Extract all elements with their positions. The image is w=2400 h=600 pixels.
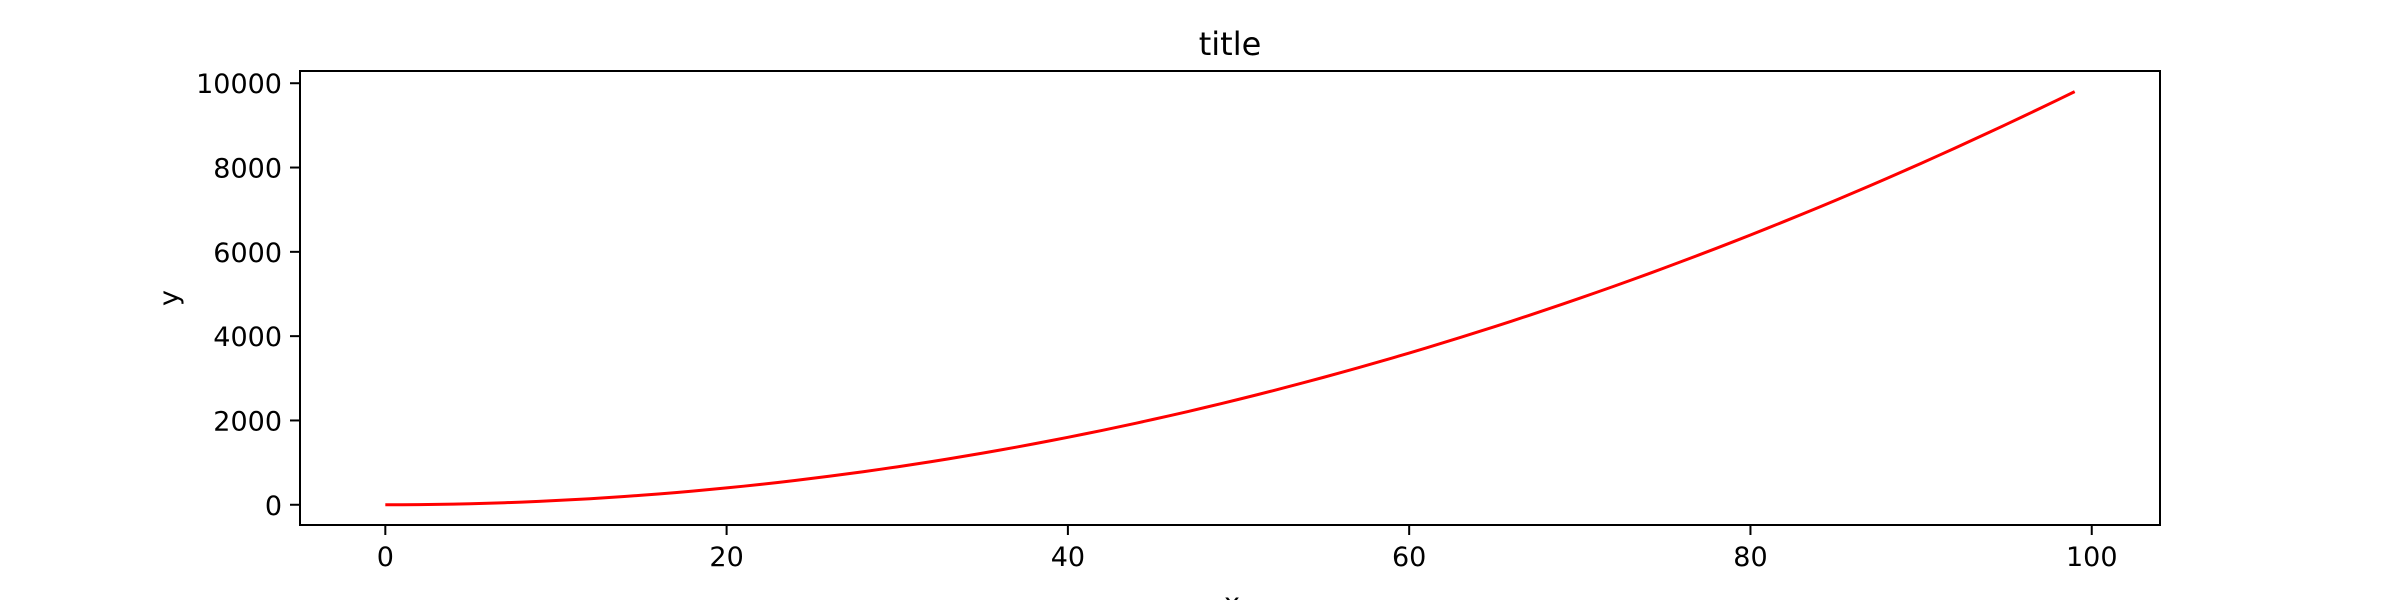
plot-area: [299, 70, 2161, 526]
x-axis-label: x: [1224, 588, 1240, 600]
x-tick-label: 0: [377, 542, 394, 573]
y-tick-label: 8000: [213, 154, 282, 185]
x-tick-label: 60: [1392, 542, 1426, 573]
x-tick-label: 80: [1733, 542, 1767, 573]
y-tick-label: 0: [265, 491, 282, 522]
chart-title: title: [1199, 25, 1262, 63]
y-axis: 0 2000 4000 6000 8000 10000: [196, 69, 300, 522]
y-tick-label: 2000: [213, 406, 282, 437]
y-axis-label: y: [154, 290, 185, 306]
y-tick-label: 6000: [213, 238, 282, 269]
series-line: [385, 90, 2076, 507]
x-tick-label: 100: [2066, 542, 2118, 573]
y-tick-label: 10000: [196, 69, 282, 100]
y-tick-label: 4000: [213, 322, 282, 353]
x-tick-label: 20: [709, 542, 743, 573]
x-axis: 0 20 40 60 80 100: [377, 525, 2118, 573]
x-tick-label: 40: [1051, 542, 1085, 573]
plot-frame: [299, 70, 2161, 526]
